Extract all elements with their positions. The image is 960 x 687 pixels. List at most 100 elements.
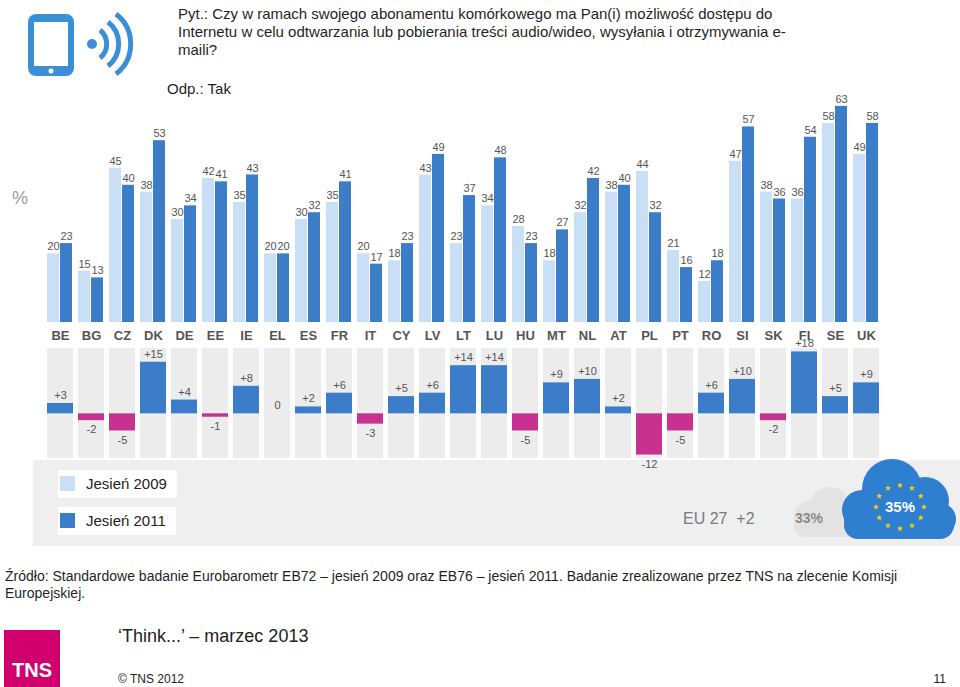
svg-text:+3: +3 [54,389,67,401]
svg-text:DE: DE [175,328,193,343]
svg-text:RO: RO [702,328,722,343]
svg-text:18: 18 [543,247,555,259]
svg-text:-12: -12 [642,458,658,470]
svg-text:37: 37 [463,182,475,194]
svg-text:FR: FR [331,328,349,343]
svg-text:20: 20 [264,240,276,252]
svg-text:-2: -2 [87,423,97,435]
svg-text:20: 20 [357,240,369,252]
svg-text:32: 32 [574,199,586,211]
svg-text:BG: BG [82,328,102,343]
svg-text:-5: -5 [676,434,686,446]
svg-text:32: 32 [649,199,661,211]
svg-text:47: 47 [729,148,741,160]
svg-text:41: 41 [339,168,351,180]
svg-text:49: 49 [432,141,444,153]
svg-text:34: 34 [481,192,493,204]
svg-text:MT: MT [547,328,566,343]
svg-text:38: 38 [140,179,152,191]
svg-text:58: 58 [866,110,878,122]
svg-text:42: 42 [587,165,599,177]
svg-text:LU: LU [486,328,503,343]
svg-text:27: 27 [556,216,568,228]
svg-text:35: 35 [233,189,245,201]
svg-text:48: 48 [494,144,506,156]
svg-text:54: 54 [804,124,816,136]
svg-text:63: 63 [835,93,847,105]
svg-text:-2: -2 [769,423,779,435]
svg-text:LT: LT [456,328,471,343]
svg-text:+8: +8 [240,372,253,384]
svg-text:-5: -5 [521,434,531,446]
svg-text:43: 43 [246,161,258,173]
svg-text:28: 28 [512,213,524,225]
svg-text:+14: +14 [485,351,504,363]
svg-text:HU: HU [516,328,535,343]
svg-text:+2: +2 [302,392,315,404]
svg-text:12: 12 [698,268,710,280]
svg-text:+5: +5 [395,382,408,394]
svg-text:33%: 33% [795,510,824,526]
svg-text:35: 35 [326,189,338,201]
svg-text:16: 16 [680,254,692,266]
svg-text:57: 57 [742,113,754,125]
svg-text:IT: IT [365,328,377,343]
svg-text:+15: +15 [144,348,163,360]
svg-text:ES: ES [300,328,318,343]
svg-text:40: 40 [122,172,134,184]
svg-text:43: 43 [419,161,431,173]
svg-text:+2: +2 [612,392,625,404]
svg-text:17: 17 [370,251,382,263]
svg-text:PT: PT [672,328,689,343]
svg-text:CY: CY [392,328,410,343]
svg-text:23: 23 [60,230,72,242]
svg-text:EL: EL [269,328,286,343]
svg-text:NL: NL [579,328,596,343]
svg-text:35%: 35% [885,498,915,515]
svg-text:42: 42 [202,165,214,177]
svg-text:+10: +10 [733,365,752,377]
svg-text:AT: AT [610,328,626,343]
svg-text:40: 40 [618,172,630,184]
svg-text:SE: SE [827,328,845,343]
svg-text:EE: EE [207,328,225,343]
svg-text:49: 49 [853,141,865,153]
svg-text:23: 23 [525,230,537,242]
svg-text:36: 36 [773,186,785,198]
svg-text:34: 34 [184,192,196,204]
svg-text:+14: +14 [454,351,473,363]
svg-text:+10: +10 [578,365,597,377]
svg-text:38: 38 [605,179,617,191]
svg-text:LV: LV [425,328,441,343]
svg-text:53: 53 [153,127,165,139]
svg-text:45: 45 [109,155,121,167]
svg-text:21: 21 [667,237,679,249]
svg-text:13: 13 [91,264,103,276]
svg-text:38: 38 [760,179,772,191]
svg-text:+9: +9 [860,368,873,380]
svg-text:44: 44 [636,158,648,170]
svg-text:41: 41 [215,168,227,180]
svg-text:36: 36 [791,186,803,198]
svg-text:UK: UK [857,328,876,343]
svg-text:+6: +6 [705,379,718,391]
svg-text:32: 32 [308,199,320,211]
svg-text:IE: IE [240,328,253,343]
svg-text:+18: +18 [795,337,814,349]
svg-text:PL: PL [641,328,658,343]
svg-text:0: 0 [274,399,280,411]
svg-text:23: 23 [401,230,413,242]
svg-text:SI: SI [736,328,748,343]
svg-text:-5: -5 [118,434,128,446]
svg-text:+5: +5 [829,382,842,394]
svg-text:15: 15 [78,258,90,270]
svg-text:23: 23 [450,230,462,242]
svg-text:+9: +9 [550,368,563,380]
svg-text:30: 30 [295,206,307,218]
svg-text:+4: +4 [178,386,191,398]
svg-text:SK: SK [764,328,783,343]
svg-text:+6: +6 [426,379,439,391]
svg-text:-3: -3 [366,427,376,439]
svg-text:20: 20 [47,240,59,252]
svg-text:BE: BE [51,328,69,343]
